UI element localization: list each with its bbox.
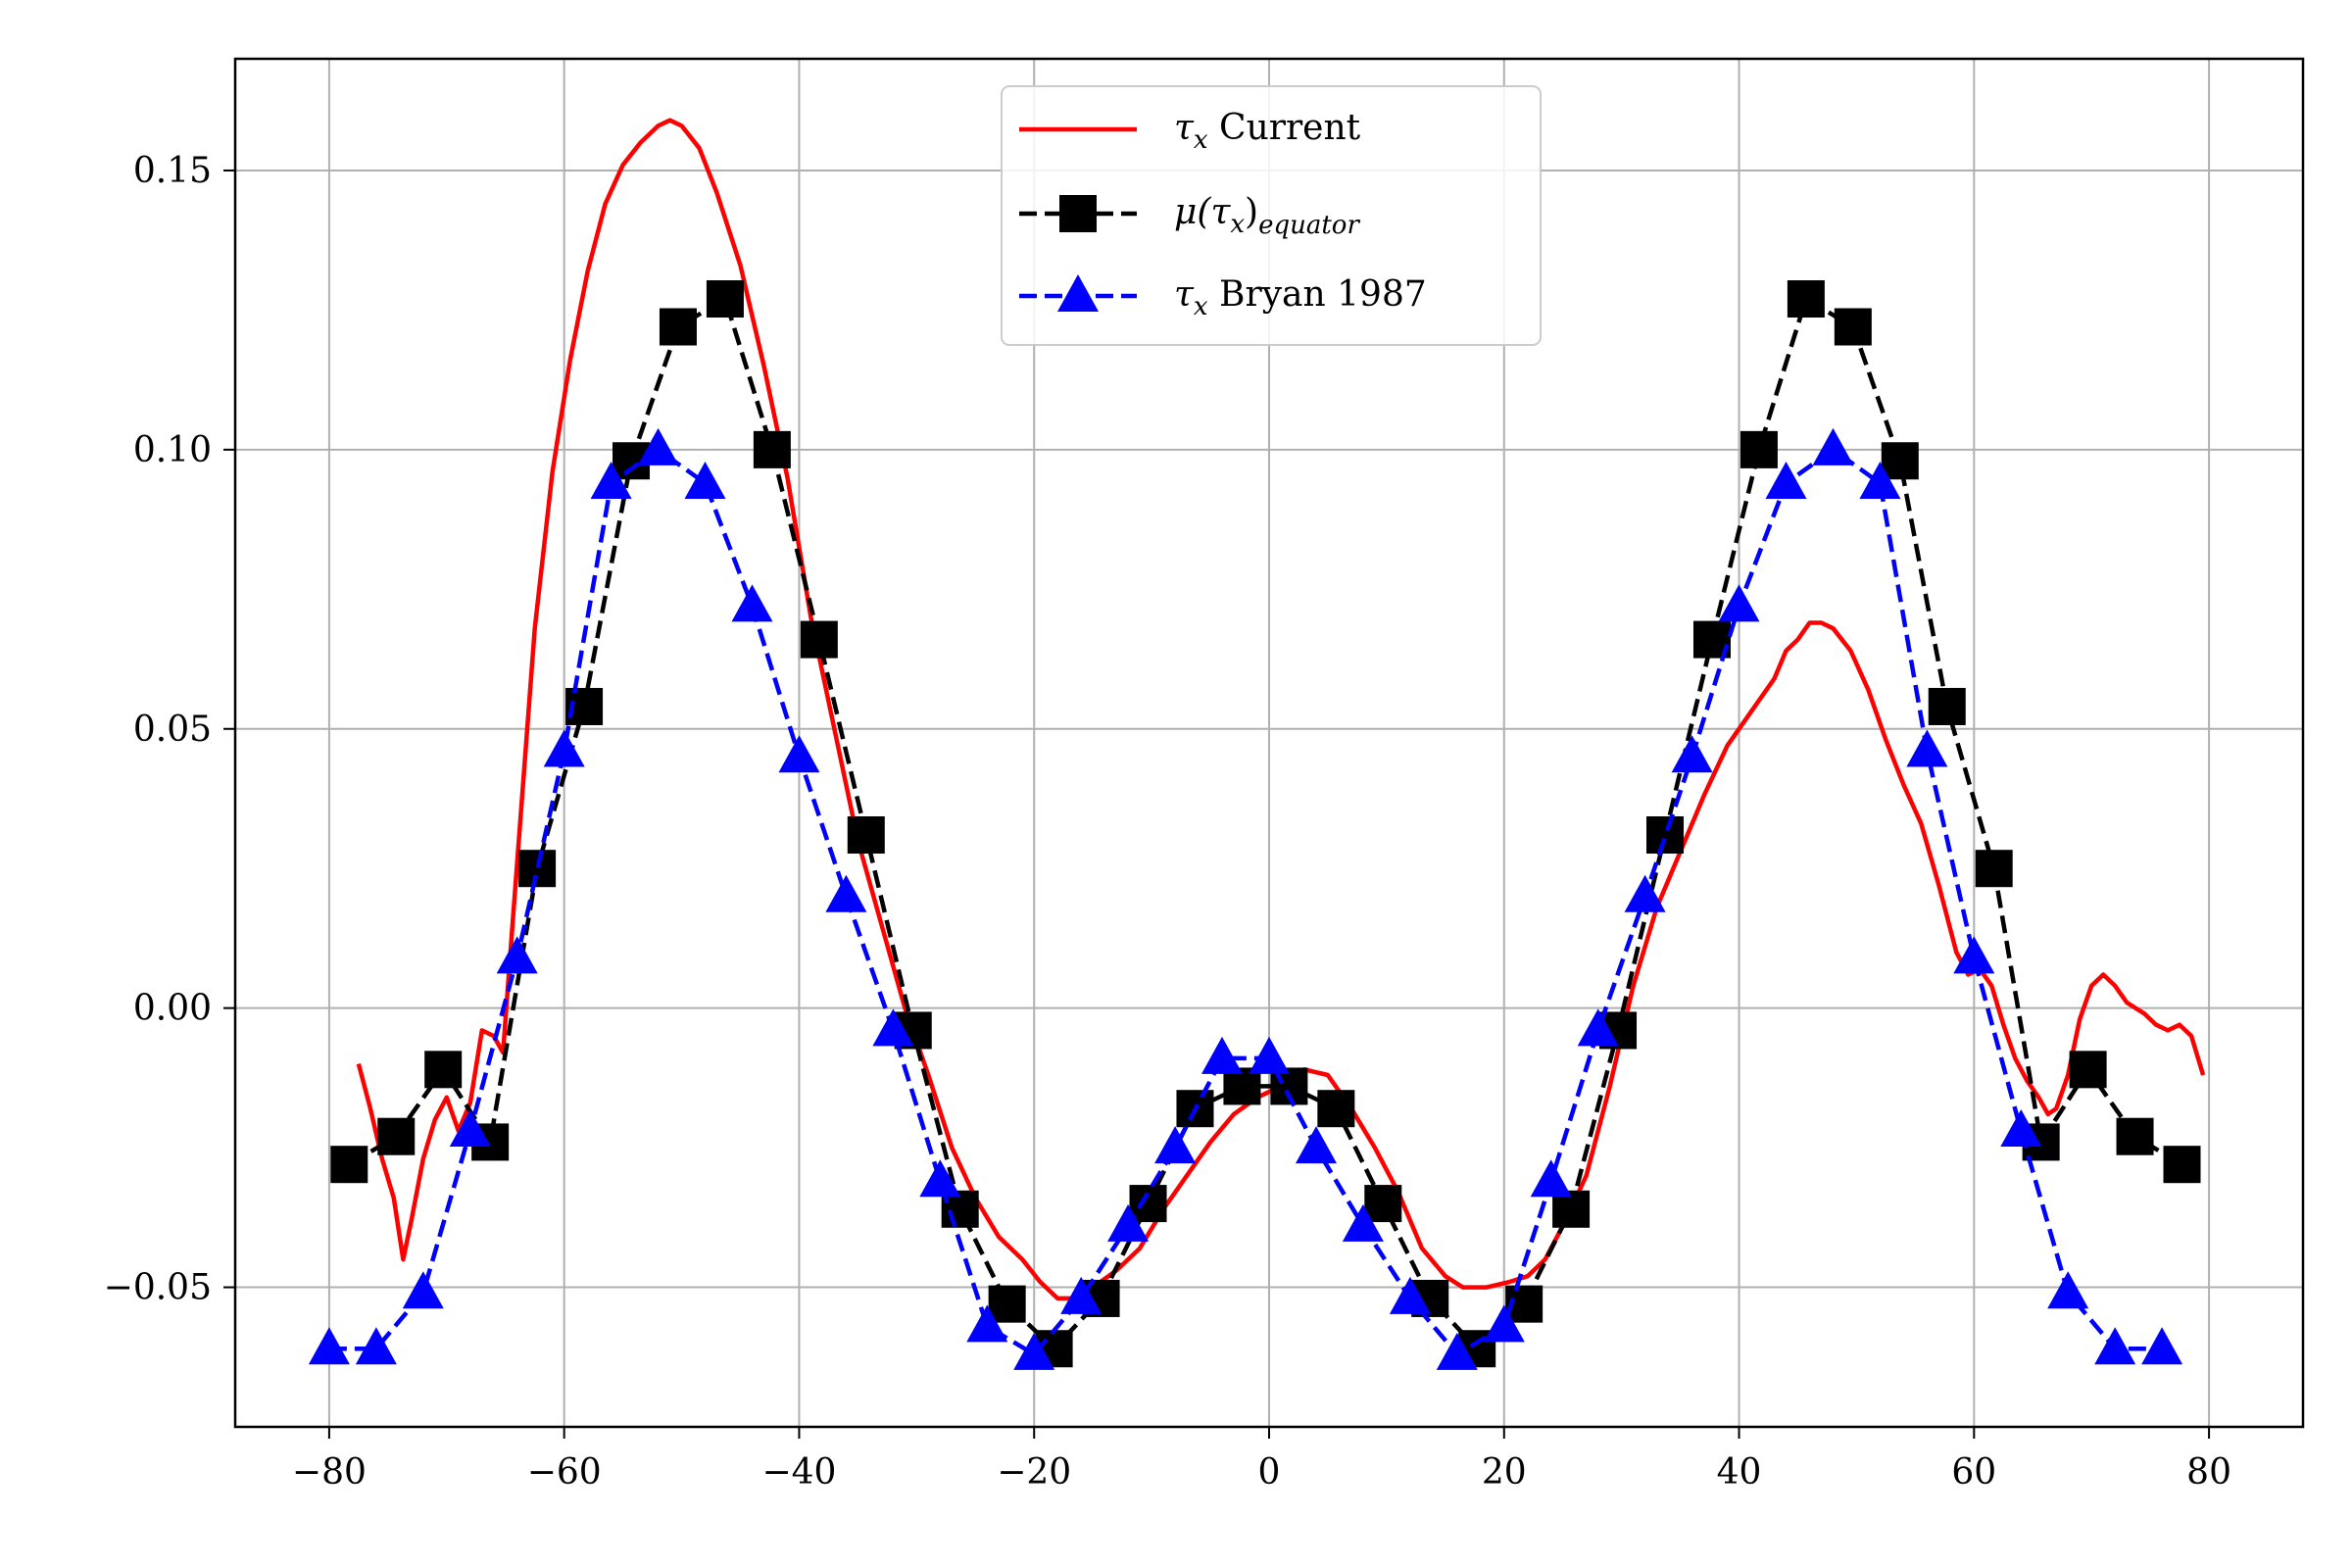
legend-label-bryan: τx Bryan 1987 [1174,274,1427,321]
data-point-triangle [590,462,632,499]
x-tick-label: 80 [2186,1452,2231,1493]
data-point-triangle [496,936,538,974]
data-point-triangle [731,584,773,622]
data-point-triangle [449,1109,491,1147]
data-point-triangle [1389,1276,1431,1314]
data-point-triangle [1483,1304,1525,1343]
x-tick-label: −60 [527,1452,602,1493]
data-point-triangle [872,1008,914,1047]
data-point-triangle [2141,1327,2183,1365]
data-point-triangle [1718,584,1760,622]
legend-marker-square [1059,195,1097,232]
series-line [356,118,2206,1301]
data-point-triangle [1906,729,1948,767]
data-point-square [424,1051,463,1089]
data-point-square [330,1146,368,1184]
data-point-triangle [1812,427,1854,466]
y-tick-label: 0.15 [133,151,212,191]
series-line [328,447,2163,1357]
data-point-square [800,620,838,659]
data-point-triangle [2047,1271,2089,1309]
data-point-triangle [1624,874,1666,912]
data-point-square [377,1117,416,1155]
data-point-square [1740,430,1778,468]
data-point-triangle [1060,1276,1102,1314]
x-tick-label: −80 [292,1452,367,1493]
legend-marker-triangle [1057,274,1099,312]
data-point-triangle [355,1327,397,1365]
y-tick-label: 0.05 [133,710,212,750]
data-point-square [659,308,697,346]
legend-entry-current: τx Current [1019,108,1361,155]
data-point-triangle [684,462,726,499]
data-point-triangle [1671,735,1713,773]
data-point-triangle [1436,1332,1478,1370]
data-point-triangle [1530,1159,1572,1198]
data-point-triangle [1201,1036,1243,1074]
axis-ticks: −80 −60 −40 −20 0 20 40 60 80 −0.05 0.00 0.05 0.10 0.… [104,151,2231,1493]
legend-entry-bryan: τx Bryan 1987 [1019,274,1427,321]
x-tick-label: 60 [1951,1452,1996,1493]
data-point-triangle [966,1304,1008,1343]
data-point-triangle [1154,1126,1197,1164]
data-point-triangle [637,427,679,466]
data-point-triangle [1577,1008,1619,1047]
data-point-square [2069,1051,2107,1089]
data-point-square [1364,1185,1402,1223]
data-point-square [988,1285,1026,1323]
y-tick-label: −0.05 [104,1268,212,1308]
legend-label-equator-mean: μ(τx)equator [1174,192,1360,240]
y-tick-label: 0.10 [133,430,212,470]
x-tick-label: 40 [1717,1452,1762,1493]
data-point-triangle [1765,462,1807,499]
series-0 [356,118,2206,1301]
data-point-square [1928,687,1966,725]
data-point-triangle [1342,1203,1384,1242]
y-tick-label: 0.00 [133,989,212,1029]
data-point-square [706,280,744,318]
data-point-triangle [2094,1327,2136,1365]
legend-entry-equator-mean: μ(τx)equator [1019,192,1360,240]
legend-label-current: τx Current [1174,108,1361,155]
data-point-square [1834,308,1872,346]
data-point-square [1317,1090,1355,1128]
data-point-square [1787,280,1825,318]
data-point-triangle [1107,1203,1150,1242]
data-point-triangle [402,1271,444,1309]
data-point-triangle [1953,936,1995,974]
x-tick-label: 0 [1258,1452,1281,1493]
plot-area [308,118,2206,1370]
data-point-triangle [308,1327,350,1365]
data-point-triangle [778,735,820,773]
legend: τx Current μ(τx)equator τx Bryan 1987 [1001,85,1542,346]
data-point-square [1975,850,2013,888]
data-point-square [753,430,791,468]
data-point-triangle [919,1159,961,1198]
legend-box [1001,85,1542,346]
data-point-square [1881,442,1919,480]
data-point-square [2163,1146,2201,1184]
data-point-triangle [1859,462,1901,499]
data-point-square [1646,816,1685,855]
series-line [348,296,2183,1351]
series-2 [308,427,2183,1370]
x-tick-label: 20 [1482,1452,1527,1493]
data-point-triangle [2000,1109,2042,1147]
data-point-triangle [1249,1036,1290,1074]
data-point-triangle [1013,1332,1055,1370]
x-tick-label: −20 [997,1452,1071,1493]
data-point-triangle [543,729,585,767]
data-point-triangle [825,874,867,912]
data-point-triangle [1296,1126,1337,1164]
data-point-square [847,816,885,855]
data-point-square [2116,1117,2154,1155]
x-tick-label: −40 [761,1452,836,1493]
data-point-square [518,850,557,888]
